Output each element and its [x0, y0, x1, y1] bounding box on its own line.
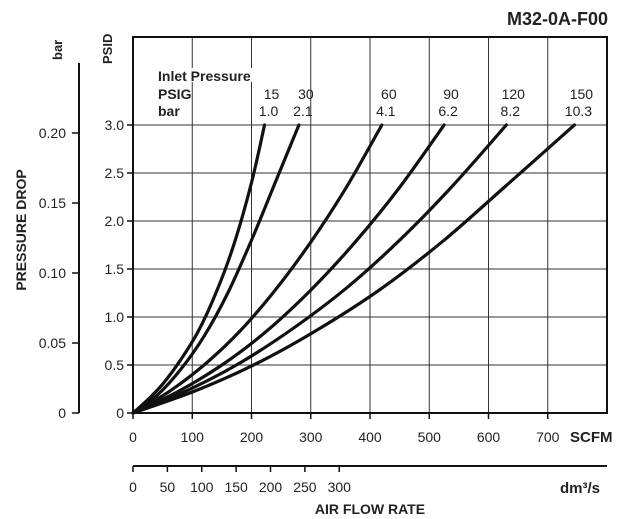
y-tick-label: 0: [116, 405, 124, 421]
series-label-bar: 4.1: [376, 103, 396, 119]
y-unit-bar: bar: [50, 40, 65, 60]
x2-tick-label: 0: [129, 479, 137, 495]
series-label-psig: 15: [264, 86, 280, 102]
series-label-bar: 10.3: [565, 103, 592, 119]
y2-tick-label: 0.10: [39, 265, 66, 281]
x2-tick-label: 50: [160, 479, 176, 495]
series-curves: [131, 123, 576, 415]
y-tick-label: 1.0: [105, 309, 125, 325]
x-unit-dm3s: dm³/s: [560, 480, 600, 497]
series-label-psig: 60: [381, 86, 397, 102]
series-label-bar: 1.0: [259, 103, 279, 119]
x-tick-label: 200: [240, 429, 264, 445]
x-tick-label: 700: [536, 429, 560, 445]
x-tick-label: 300: [299, 429, 323, 445]
y2-tick-label: 0.15: [39, 195, 66, 211]
secondary-x-ticks: 0 50 100 150 200 250 300: [129, 466, 351, 495]
x-tick-label: 500: [418, 429, 442, 445]
series-label-bar: 2.1: [293, 103, 313, 119]
y-tick-label: 2.5: [105, 165, 125, 181]
y-tick-label: 0.5: [105, 357, 125, 373]
series-curve-90-psig: [131, 123, 446, 415]
secondary-y-ticks: 0 0.05 0.10 0.15 0.20: [39, 125, 79, 421]
x2-tick-label: 200: [259, 479, 283, 495]
y2-tick-label: 0: [58, 405, 66, 421]
legend-psig-label: PSIG: [158, 86, 192, 102]
series-curve-60-psig: [131, 123, 384, 415]
legend: Inlet Pressure PSIG bar: [156, 68, 271, 119]
y-unit-psid: PSID: [100, 34, 115, 64]
x-tick-label: 0: [129, 429, 137, 445]
y-tick-label: 1.5: [105, 261, 125, 277]
primary-x-ticks: 0 100 200 300 400 500 600 700: [129, 413, 560, 445]
x2-tick-label: 150: [224, 479, 248, 495]
series-label-bar: 8.2: [501, 103, 521, 119]
x2-tick-label: 300: [328, 479, 352, 495]
primary-y-ticks: 0 0.5 1.0 1.5 2.0 2.5 3.0: [105, 117, 133, 421]
x-tick-label: 400: [358, 429, 382, 445]
y-tick-label: 2.0: [105, 213, 125, 229]
x-tick-label: 100: [181, 429, 205, 445]
y2-tick-label: 0.05: [39, 335, 66, 351]
x-tick-label: 600: [477, 429, 501, 445]
series-label-psig: 90: [443, 86, 459, 102]
x-unit-scfm: SCFM: [570, 429, 613, 446]
series-curve-150-psig: [131, 123, 576, 415]
legend-title: Inlet Pressure: [158, 68, 251, 84]
series-label-bar: 6.2: [438, 103, 458, 119]
series-label-psig: 120: [502, 86, 526, 102]
x-axis-label: AIR FLOW RATE: [315, 501, 425, 517]
series-label-psig: 30: [298, 86, 314, 102]
y-axis-label: PRESSURE DROP: [13, 169, 29, 290]
legend-bar-label: bar: [158, 103, 180, 119]
series-label-psig: 150: [570, 86, 594, 102]
y-tick-label: 3.0: [105, 117, 125, 133]
x2-tick-label: 100: [190, 479, 214, 495]
series-curve-15-psig: [131, 123, 267, 415]
x2-tick-label: 250: [293, 479, 317, 495]
series-curve-30-psig: [131, 123, 301, 415]
chart-title: M32-0A-F00: [507, 9, 608, 29]
y2-tick-label: 0.20: [39, 125, 66, 141]
series-curve-120-psig: [131, 123, 508, 415]
